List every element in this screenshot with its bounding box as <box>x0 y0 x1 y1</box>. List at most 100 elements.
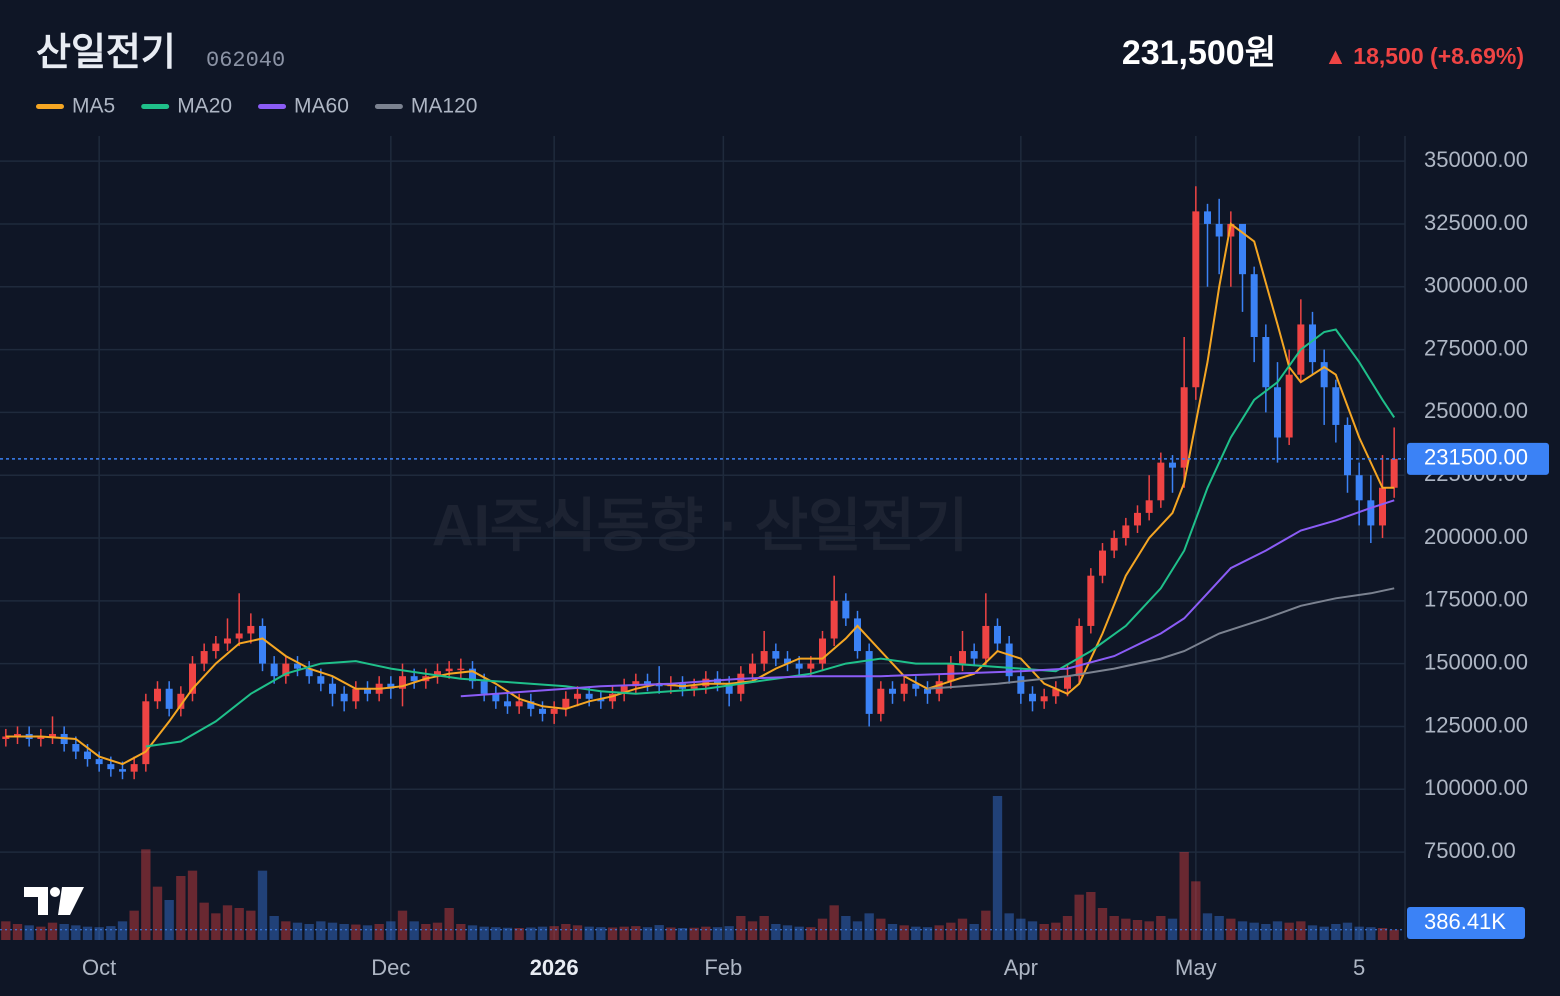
candle-body <box>399 676 406 689</box>
volume-bar <box>1389 929 1399 940</box>
volume-bar <box>339 924 349 940</box>
candle-body <box>154 688 161 702</box>
volume-bar <box>549 926 559 940</box>
candle-body <box>784 658 791 664</box>
candle-body <box>585 693 593 699</box>
candle-body <box>795 663 803 669</box>
current-price: 231,500원 <box>1122 34 1276 72</box>
candle-body <box>725 683 733 694</box>
volume-bar <box>771 924 781 940</box>
candle-body <box>317 676 325 684</box>
volume-bar <box>806 927 816 940</box>
x-tick-label: Dec <box>371 955 410 980</box>
candle-body <box>1169 462 1176 468</box>
candle-body <box>609 693 616 702</box>
candle-body <box>1367 500 1375 526</box>
volume-bar <box>1 921 11 940</box>
volume-bar <box>491 927 501 940</box>
candle-body <box>1390 458 1398 488</box>
candle-body <box>95 759 103 765</box>
candle-body <box>1075 625 1083 677</box>
volume-bar <box>129 910 139 940</box>
candle-body <box>14 733 21 737</box>
legend-label: MA20 <box>177 95 232 118</box>
candle-body <box>469 668 476 682</box>
volume-bar <box>1272 921 1283 940</box>
candle-body <box>480 681 488 694</box>
volume-bar <box>864 913 874 940</box>
candle-body <box>702 678 710 687</box>
volume-bar <box>747 921 758 940</box>
volume-bar <box>1377 928 1388 940</box>
candle-body <box>1087 575 1095 626</box>
legend-swatch <box>141 104 170 109</box>
y-tick-label: 75000.00 <box>1424 838 1516 863</box>
volume-bar <box>1296 921 1306 940</box>
candle-body <box>562 698 570 709</box>
volume-bar <box>257 870 268 940</box>
volume-bar <box>794 926 804 940</box>
candle-body <box>515 701 523 707</box>
y-tick-label: 150000.00 <box>1424 649 1528 674</box>
candle-body <box>270 663 278 677</box>
volume-bar <box>526 927 536 940</box>
volume-bar <box>12 924 23 940</box>
candle-body <box>994 625 1001 644</box>
candle-body <box>1309 324 1316 363</box>
volume-bar <box>654 925 664 940</box>
candle-body <box>574 693 581 699</box>
candle-body <box>830 600 838 639</box>
candle-body <box>294 663 301 669</box>
candle-body <box>539 708 546 714</box>
volume-bar <box>36 926 46 940</box>
volume-bar <box>852 921 863 940</box>
volume-bar <box>596 927 606 940</box>
candle-body <box>1134 512 1141 526</box>
volume-bar <box>899 925 909 940</box>
candle-body <box>434 671 441 677</box>
volume-bar <box>759 916 769 940</box>
volume-bar <box>47 922 58 940</box>
candle-body <box>959 651 966 664</box>
candle-body <box>1239 223 1246 275</box>
candle-body <box>1355 475 1363 501</box>
volume-bar <box>992 796 1003 940</box>
candle-body <box>224 638 231 644</box>
y-tick-label: 100000.00 <box>1424 775 1528 800</box>
volume-bar <box>397 910 408 940</box>
legend: MA5 MA20 MA60 MA120 <box>36 95 477 118</box>
volume-bar <box>1097 908 1108 940</box>
volume-bar <box>269 916 279 940</box>
candle-body <box>644 681 651 684</box>
y-tick-label: 250000.00 <box>1424 398 1528 423</box>
candle-body <box>504 701 511 707</box>
volume-bar <box>1354 926 1364 940</box>
candle-body <box>189 663 196 694</box>
volume-bar <box>327 922 338 940</box>
volume-bar <box>689 927 699 940</box>
volume-bar <box>1039 924 1049 940</box>
legend-swatch <box>374 104 403 109</box>
volume-bar <box>176 876 186 940</box>
volume-bar <box>969 924 979 940</box>
candle-body <box>119 769 126 772</box>
volume-bar <box>1179 852 1189 940</box>
volume-bar <box>386 921 396 940</box>
candle-body <box>527 701 535 709</box>
volume-bar <box>164 900 174 940</box>
volume-bar <box>1261 924 1271 940</box>
x-tick-label: Oct <box>82 955 116 980</box>
volume-bar <box>1214 916 1224 940</box>
volume-bar <box>94 927 104 940</box>
candle-body <box>924 688 931 694</box>
ma-line <box>460 499 1395 698</box>
volume-bar <box>677 928 688 940</box>
volume-bar <box>736 916 746 940</box>
candle-body <box>819 638 826 664</box>
stock-code: 062040 <box>206 48 285 73</box>
volume-bar <box>887 924 898 940</box>
volume-bar <box>1366 927 1376 940</box>
volume-bar <box>841 916 851 940</box>
